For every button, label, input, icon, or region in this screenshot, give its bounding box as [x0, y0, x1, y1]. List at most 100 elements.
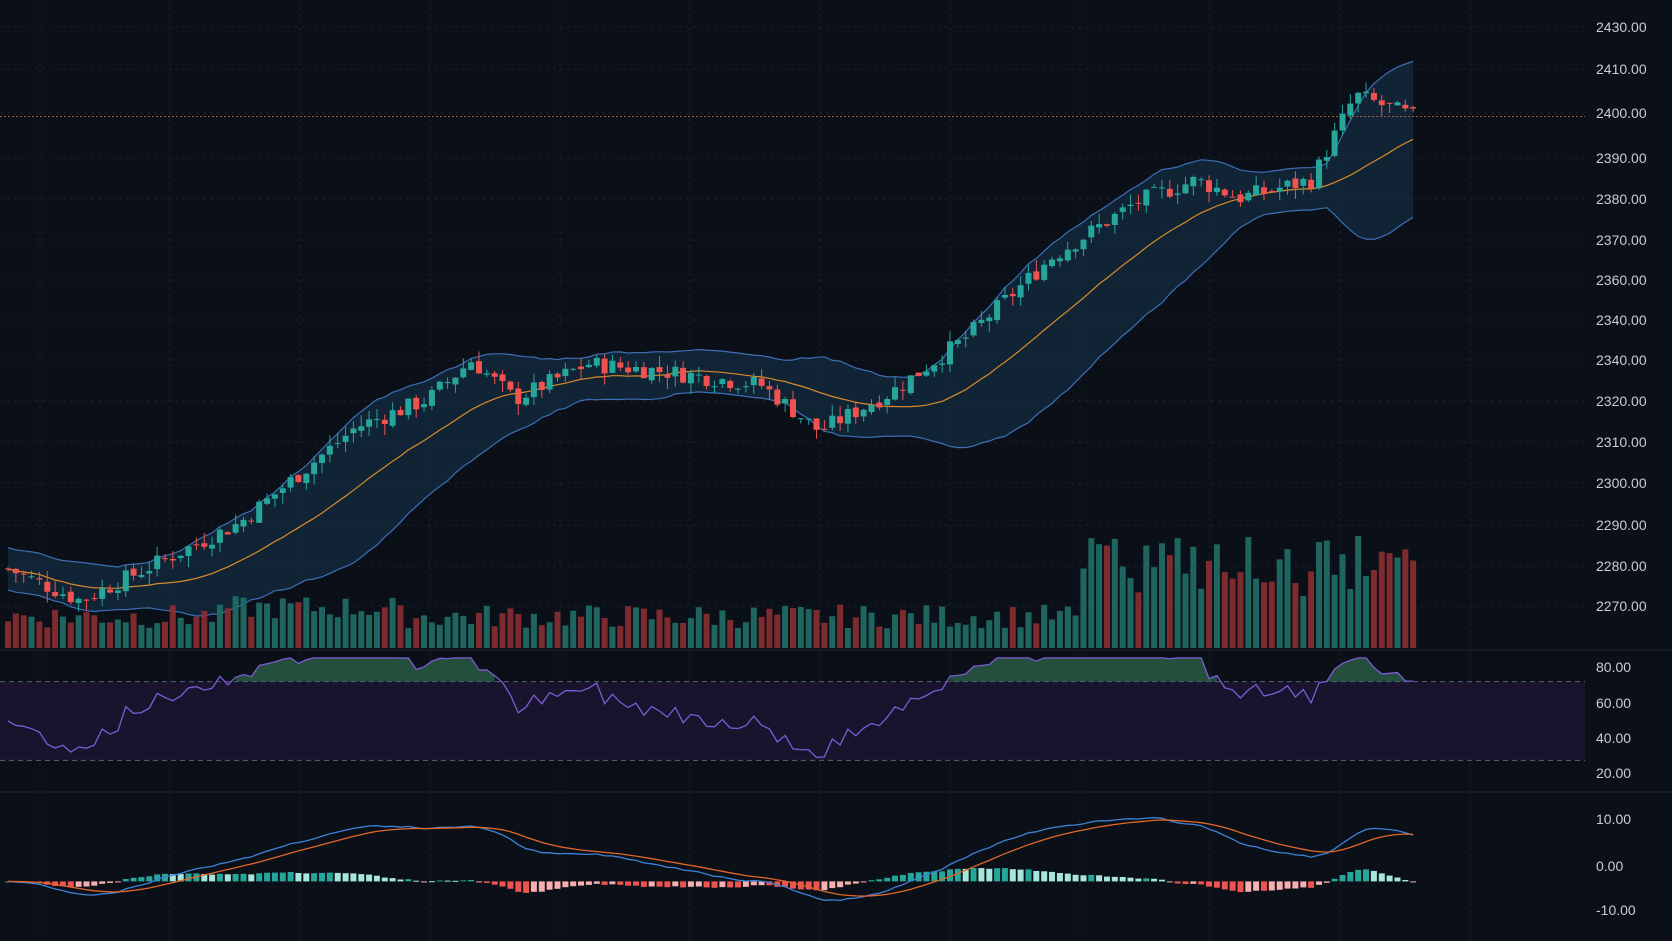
volume-bar	[970, 616, 977, 648]
macd-histogram-bar	[1237, 881, 1244, 893]
candle-body	[130, 568, 137, 576]
candle-body	[750, 377, 757, 386]
candle	[1135, 194, 1142, 211]
candle	[287, 474, 294, 492]
candle	[1386, 102, 1393, 114]
volume-bar	[1127, 577, 1134, 648]
macd-histogram-bar	[366, 874, 373, 882]
price-tick-label: 2400.00	[1596, 105, 1647, 121]
volume-bar	[1245, 537, 1252, 648]
candle	[216, 527, 223, 553]
candle-body	[1049, 259, 1055, 266]
volume-bar	[1064, 606, 1071, 648]
volume-bar	[994, 611, 1001, 648]
macd-histogram-bar	[483, 881, 490, 883]
candle-body	[1378, 100, 1385, 106]
candle-body	[264, 498, 271, 504]
candle	[28, 570, 35, 579]
volume-bar	[146, 627, 153, 648]
volume-bar	[530, 613, 537, 648]
macd-histogram-bar	[994, 868, 1001, 882]
candle-body	[373, 419, 380, 421]
candle-body	[1127, 204, 1134, 206]
volume-bar	[428, 622, 435, 648]
rsi-overbought-area	[235, 657, 495, 682]
candle-body	[672, 366, 679, 377]
volume-bar	[1402, 549, 1409, 648]
price-axis[interactable]: 2430.00 2410.00 2400.00 2390.00 2380.00 2370.…	[1596, 19, 1647, 614]
rsi-pane[interactable]	[0, 657, 1585, 761]
volume-bar	[1206, 560, 1212, 648]
rsi-axis[interactable]: 80.00 60.00 40.00 20.00	[1596, 659, 1631, 781]
candle-body	[83, 599, 90, 601]
candle	[397, 406, 404, 416]
volume-bar	[538, 625, 545, 648]
candle	[680, 360, 687, 384]
volume-bar	[107, 622, 113, 648]
macd-histogram-bar	[1096, 875, 1103, 882]
price-tick-label: 2340.00	[1596, 312, 1647, 328]
macd-histogram-bar	[1245, 881, 1252, 892]
macd-histogram-bar	[1402, 880, 1409, 882]
macd-histogram-bar	[1339, 875, 1346, 882]
macd-histogram-bar	[633, 881, 639, 886]
candle	[687, 369, 694, 394]
volume-bar	[279, 598, 286, 648]
candle	[593, 355, 600, 369]
macd-histogram-bar	[1064, 873, 1071, 882]
macd-histogram-bar	[75, 881, 82, 887]
candle-body	[546, 374, 553, 390]
candle-body	[44, 581, 51, 592]
macd-histogram-bar	[978, 868, 985, 882]
macd-histogram-bar	[295, 873, 302, 882]
candle-body	[515, 388, 522, 404]
macd-histogram-bar	[67, 881, 74, 888]
candle-body	[1080, 239, 1087, 250]
volume-bar	[397, 605, 404, 648]
candle-body	[758, 378, 765, 386]
volume-bar	[546, 622, 553, 648]
macd-axis[interactable]: 10.00 0.00 -10.00	[1596, 811, 1636, 918]
candle-body	[923, 371, 930, 376]
candle	[1056, 255, 1063, 267]
candle	[1378, 95, 1385, 116]
candle	[1316, 156, 1322, 190]
candle	[1025, 265, 1032, 291]
macd-histogram-bar	[1104, 876, 1110, 882]
volume-bar	[491, 626, 498, 648]
candle-body	[1229, 196, 1236, 198]
candle	[1261, 180, 1267, 201]
candle-body	[413, 397, 420, 410]
macd-histogram-bar	[625, 881, 632, 886]
price-tick-label: 2300.00	[1596, 475, 1647, 491]
macd-histogram-bar	[1213, 881, 1220, 888]
candle-body	[1308, 179, 1315, 189]
candle-body	[727, 380, 734, 388]
candle-body	[444, 382, 451, 384]
price-pane[interactable]	[0, 60, 1585, 648]
macd-histogram-bar	[1135, 878, 1142, 882]
volume-bar	[640, 608, 647, 648]
candle	[790, 390, 796, 418]
volume-bar	[593, 607, 600, 648]
macd-histogram-bar	[279, 872, 286, 882]
candle-body	[585, 364, 592, 368]
candle-body	[358, 426, 365, 431]
candle	[491, 370, 498, 384]
volume-bar	[1378, 551, 1385, 648]
macd-histogram-bar	[421, 881, 427, 883]
macd-histogram-bar	[1253, 881, 1260, 891]
macd-histogram-bar	[114, 881, 121, 883]
candle	[1394, 100, 1401, 106]
volume-bar	[421, 615, 427, 648]
candle	[546, 370, 553, 394]
volume-bar	[617, 625, 624, 648]
candle	[99, 579, 106, 607]
price-tick-label: 2430.00	[1596, 19, 1647, 35]
macd-pane[interactable]	[5, 817, 1417, 902]
volume-bar	[256, 602, 263, 648]
candle	[130, 563, 137, 581]
candle	[1268, 189, 1275, 194]
macd-histogram-bar	[844, 881, 851, 885]
